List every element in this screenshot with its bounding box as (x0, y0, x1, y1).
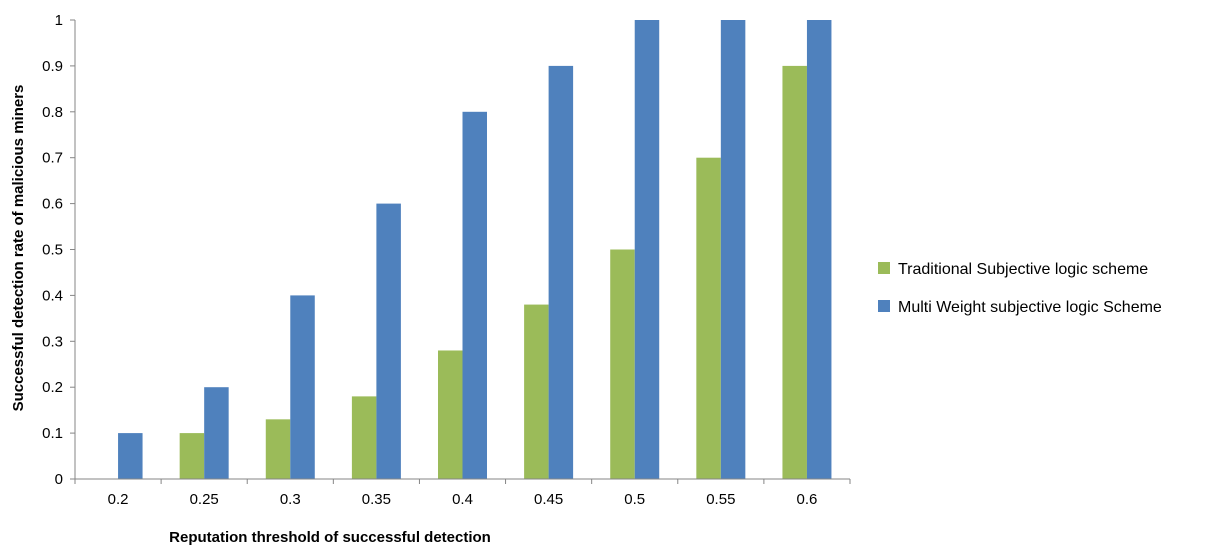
y-tick-label: 0.1 (42, 425, 63, 442)
y-tick-label: 0.5 (42, 242, 63, 259)
legend-swatch (878, 300, 890, 312)
y-axis-title: Successful detection rate of malicious m… (10, 85, 27, 412)
bar-multi-weight (462, 111, 487, 480)
legend-swatch (878, 262, 890, 274)
x-tick-label: 0.2 (108, 491, 129, 508)
y-tick-label: 1 (55, 12, 63, 29)
bar-multi-weight (806, 20, 832, 479)
bar-multi-weight (634, 20, 660, 479)
x-tick-label: 0.3 (280, 491, 301, 508)
bar-multi-weight (118, 433, 143, 479)
bar-traditional (351, 396, 377, 479)
x-tick-label: 0.25 (190, 491, 219, 508)
y-tick-group: 0 0.1 0.2 0.3 0.4 0.5 0.6 0.7 0.8 0.9 1 (42, 12, 75, 488)
bar-multi-weight (548, 65, 574, 480)
y-tick-label: 0.9 (42, 58, 63, 75)
y-tick-label: 0.7 (42, 150, 63, 167)
bar-traditional (524, 304, 549, 479)
bar-traditional (265, 419, 291, 479)
bar-traditional (610, 249, 635, 479)
bars-group (118, 20, 832, 480)
x-tick-label: 0.6 (797, 491, 818, 508)
bar-multi-weight (376, 203, 401, 479)
y-tick-label: 0.6 (42, 196, 63, 213)
x-axis-title: Reputation threshold of successful detec… (169, 529, 491, 546)
bar-traditional (696, 157, 721, 479)
x-tick-label: 0.45 (534, 491, 563, 508)
bar-multi-weight (204, 387, 229, 479)
legend-label: Traditional Subjective logic scheme (898, 261, 1148, 278)
legend: Traditional Subjective logic scheme Multi… (878, 261, 1162, 316)
legend-label: Multi Weight subjective logic Scheme (898, 299, 1162, 316)
x-tick-label: 0.5 (624, 491, 645, 508)
x-tick-label: 0.35 (362, 491, 391, 508)
bar-multi-weight (290, 295, 315, 479)
y-tick-label: 0.2 (42, 379, 63, 396)
y-tick-label: 0.3 (42, 333, 63, 350)
x-tick-label: 0.55 (706, 491, 735, 508)
x-tick-group: 0.2 0.25 0.3 0.35 0.4 0.45 0.5 0.55 0.6 (74, 479, 851, 508)
y-tick-label: 0 (55, 471, 63, 488)
bar-traditional (438, 350, 463, 479)
x-tick-label: 0.4 (452, 491, 473, 508)
bar-traditional (179, 433, 205, 479)
bar-multi-weight (720, 20, 746, 479)
bar-traditional (782, 65, 807, 480)
y-tick-label: 0.4 (42, 287, 63, 304)
y-tick-label: 0.8 (42, 104, 63, 121)
